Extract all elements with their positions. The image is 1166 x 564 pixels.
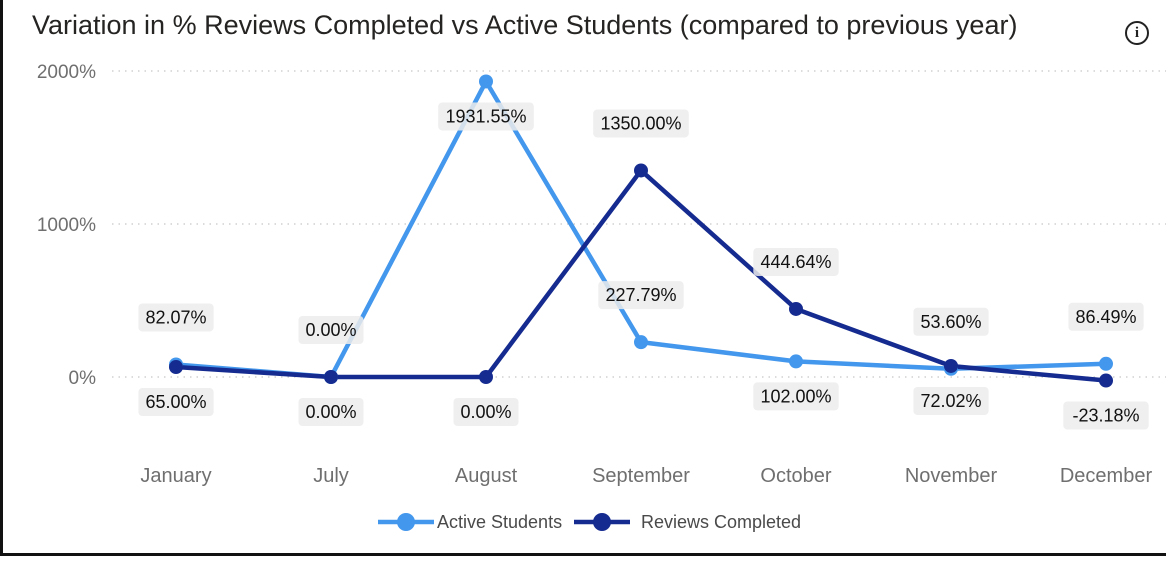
data-label: 72.02% [920,391,981,411]
data-label: 0.00% [460,402,511,422]
data-point[interactable] [169,360,183,375]
legend-marker [397,513,415,531]
data-point[interactable] [789,354,803,369]
data-label-box [753,382,839,411]
x-tick-label: August [455,465,518,487]
data-label-box [593,109,689,138]
left-border [0,0,3,556]
legend-label: Reviews Completed [641,512,801,532]
x-tick-label: January [140,465,211,487]
data-point[interactable] [1099,373,1113,388]
data-label-box [298,398,364,426]
data-label-box [753,247,839,276]
data-label-box [1068,302,1144,331]
data-label-box [298,316,364,344]
legend-item-active-students[interactable]: Active Students [378,512,562,532]
data-label-box [913,386,989,415]
data-point[interactable] [479,370,493,384]
data-point[interactable] [789,301,803,316]
data-label: 444.64% [760,252,831,272]
x-tick-label: October [760,465,831,487]
x-tick-label: September [592,465,690,487]
data-point[interactable] [634,163,648,178]
data-label-box [598,281,684,310]
data-label-box [138,303,214,332]
data-point[interactable] [479,74,493,89]
data-label: 86.49% [1075,307,1136,327]
data-point[interactable] [324,370,338,384]
data-label: 227.79% [605,285,676,305]
data-point[interactable] [1099,356,1113,371]
chart-title: Variation in % Reviews Completed vs Acti… [32,10,1018,40]
data-label: 0.00% [305,402,356,422]
y-tick-label: 1000% [37,215,96,236]
data-label: 53.60% [920,312,981,332]
legend-marker [593,513,611,531]
data-label-box [453,398,519,426]
legend-item-reviews-completed[interactable]: Reviews Completed [574,512,801,532]
info-icon[interactable]: i [1125,21,1149,45]
data-point[interactable] [634,335,648,350]
data-label-box [1063,401,1149,430]
bottom-border [0,553,1166,556]
data-label-box [438,102,534,131]
data-label: 1350.00% [600,113,681,133]
x-tick-label: July [313,465,349,487]
data-label: 65.00% [145,392,206,412]
data-label-box [138,388,214,417]
data-label: 102.00% [760,386,831,406]
data-label: 82.07% [145,307,206,327]
data-label: 1931.55% [445,106,526,126]
data-point[interactable] [944,358,958,373]
data-label-box [913,307,989,336]
y-tick-label: 0% [69,368,97,389]
data-label: 0.00% [305,320,356,340]
x-tick-label: December [1060,465,1153,487]
x-tick-label: November [905,465,998,487]
legend-label: Active Students [437,512,562,532]
y-tick-label: 2000% [37,62,96,83]
data-label: -23.18% [1072,406,1139,426]
